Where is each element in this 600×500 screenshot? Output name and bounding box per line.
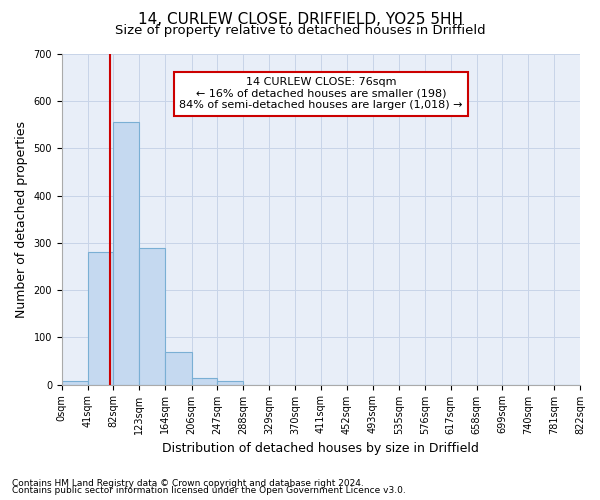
- Bar: [62, 381, 88, 384]
- Text: Contains HM Land Registry data © Crown copyright and database right 2024.: Contains HM Land Registry data © Crown c…: [12, 478, 364, 488]
- Bar: [165, 352, 191, 384]
- Bar: [191, 378, 217, 384]
- Text: Size of property relative to detached houses in Driffield: Size of property relative to detached ho…: [115, 24, 485, 37]
- X-axis label: Distribution of detached houses by size in Driffield: Distribution of detached houses by size …: [163, 442, 479, 455]
- Text: Contains public sector information licensed under the Open Government Licence v3: Contains public sector information licen…: [12, 486, 406, 495]
- Bar: [88, 252, 113, 384]
- Bar: [217, 381, 244, 384]
- Bar: [113, 122, 139, 384]
- Text: 14 CURLEW CLOSE: 76sqm
← 16% of detached houses are smaller (198)
84% of semi-de: 14 CURLEW CLOSE: 76sqm ← 16% of detached…: [179, 77, 463, 110]
- Bar: [139, 248, 165, 384]
- Text: 14, CURLEW CLOSE, DRIFFIELD, YO25 5HH: 14, CURLEW CLOSE, DRIFFIELD, YO25 5HH: [137, 12, 463, 28]
- Y-axis label: Number of detached properties: Number of detached properties: [15, 121, 28, 318]
